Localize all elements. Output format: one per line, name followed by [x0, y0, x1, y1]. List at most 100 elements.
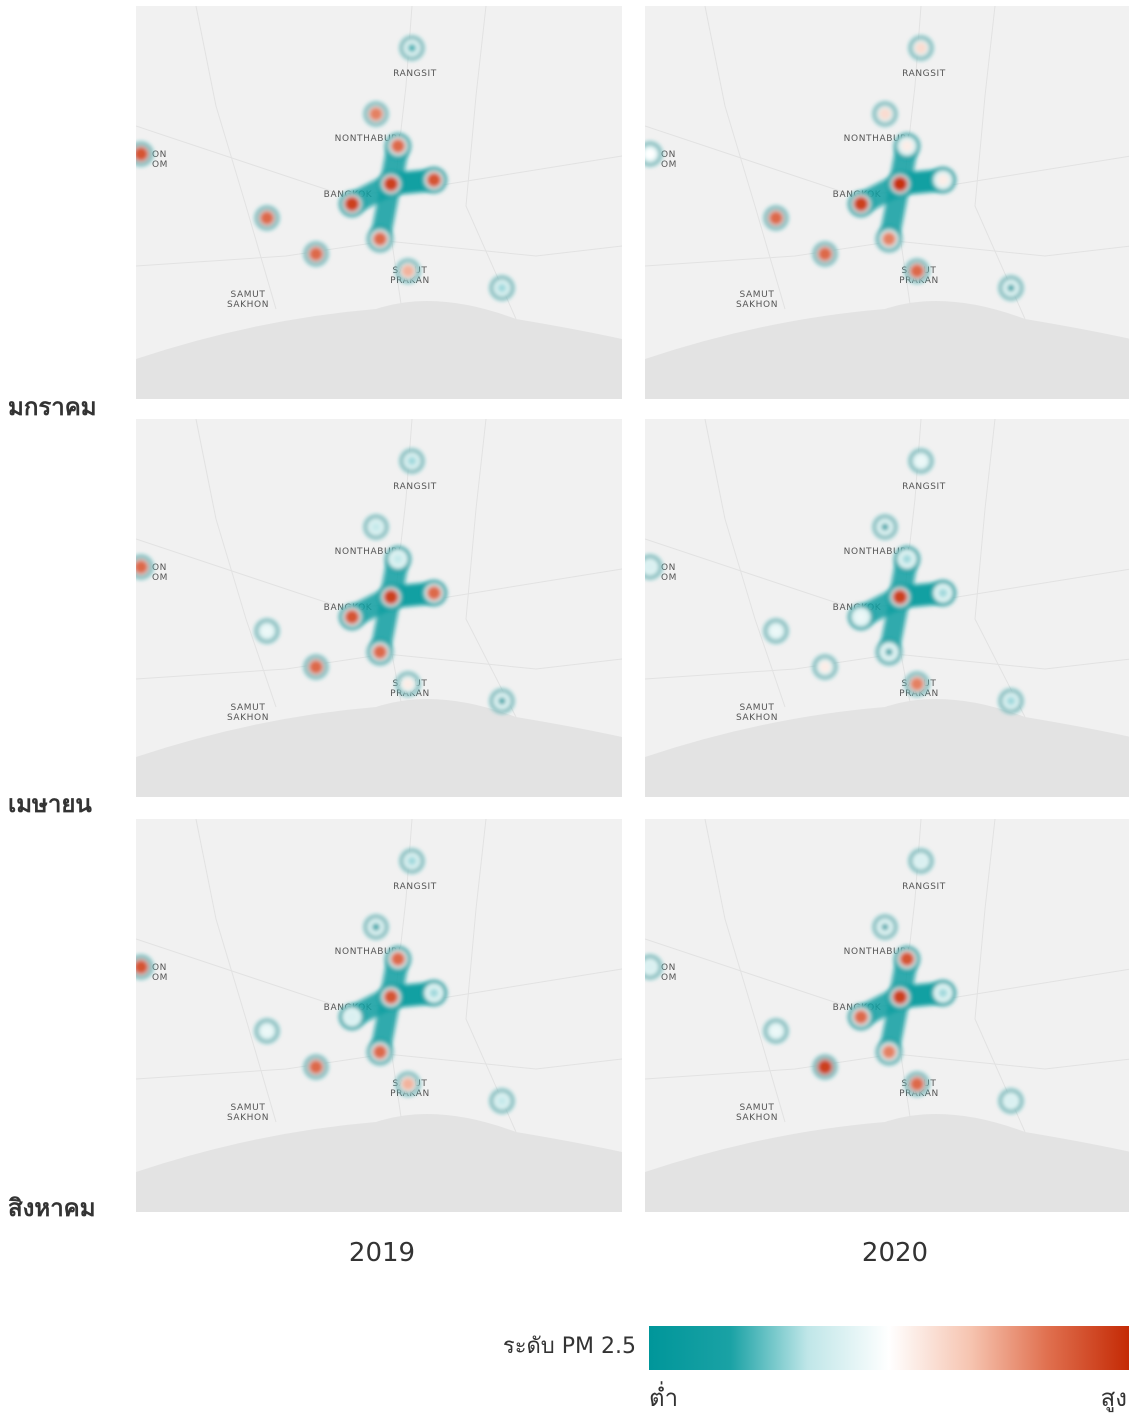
place-label-samut-sakhon-2: SAKHON	[736, 713, 778, 723]
pm25-hotspot-bangkok-west	[848, 1004, 874, 1030]
pm25-hotspot-thonburi-west	[304, 1055, 328, 1079]
gulf-sea-area	[645, 301, 1129, 399]
row-label-january: มกราคม	[8, 393, 97, 421]
pm25-hotspot-thonburi-west	[304, 655, 328, 679]
place-label-nakhon-pathom-1: ON	[152, 563, 167, 573]
pm25-hotspot-bangkok-center	[887, 984, 913, 1010]
place-label-nonthaburi: NONTHABURI	[844, 134, 911, 144]
pm25-hotspot-bangkok-west	[848, 604, 874, 630]
gulf-sea-area	[136, 1114, 622, 1212]
pm25-hotspot-nakhon-pathom	[136, 955, 153, 979]
pm25-hotspot-southeast	[999, 276, 1023, 300]
map-panel-2020-row3: RANGSITNONTHABURIBANGKOKSAMUTPRAKANSAMUT…	[645, 819, 1129, 1212]
row-label-april: เมษายน	[8, 790, 92, 818]
pm25-hotspot-sakhon-north	[255, 1019, 279, 1043]
place-label-nakhon-pathom-1: ON	[152, 963, 167, 973]
pm25-hotspot-rangsit	[400, 449, 424, 473]
pm25-hotspot-southeast	[999, 1089, 1023, 1113]
place-label-samut-sakhon-2: SAKHON	[227, 1113, 269, 1123]
place-label-rangsit: RANGSIT	[902, 69, 946, 79]
pm25-hotspot-bangkok-center	[378, 171, 404, 197]
pm25-hotspot-nakhon-pathom	[136, 555, 153, 579]
pm25-hotspot-samut-prakan	[396, 259, 420, 283]
legend-low-label: ต่ำ	[649, 1384, 679, 1412]
pm25-hotspot-nonthaburi	[385, 546, 411, 572]
heatmap-map: RANGSITNONTHABURIBANGKOKSAMUTPRAKANSAMUT…	[136, 819, 622, 1212]
pm25-hotspot-north-nonthaburi	[873, 102, 897, 126]
heatmap-map: RANGSITNONTHABURIBANGKOKSAMUTPRAKANSAMUT…	[645, 419, 1129, 797]
place-label-samut-sakhon-1: SAMUT	[740, 290, 775, 300]
place-label-nakhon-pathom-2: OM	[152, 160, 168, 170]
map-panel-2020-row2: RANGSITNONTHABURIBANGKOKSAMUTPRAKANSAMUT…	[645, 419, 1129, 797]
pm25-hotspot-sakhon-north	[255, 619, 279, 643]
road-line	[195, 419, 277, 708]
pm25-hotspot-nonthaburi	[894, 946, 920, 972]
road-line	[465, 419, 517, 718]
pm25-hotspot-thonburi-west	[304, 242, 328, 266]
pm25-hotspot-bangkok-west	[339, 1004, 365, 1030]
place-label-rangsit: RANGSIT	[393, 882, 437, 892]
pm25-hotspot-bangkok-west	[339, 604, 365, 630]
row-label-august: สิงหาคม	[8, 1194, 96, 1222]
pm25-hotspot-nonthaburi	[894, 546, 920, 572]
pm25-hotspot-southeast	[490, 1089, 514, 1113]
place-label-samut-sakhon-1: SAMUT	[231, 1103, 266, 1113]
heatmap-map: RANGSITNONTHABURIBANGKOKSAMUTPRAKANSAMUT…	[136, 419, 622, 797]
place-label-nakhon-pathom-1: ON	[661, 963, 676, 973]
place-label-nonthaburi: NONTHABURI	[335, 547, 402, 557]
place-label-nakhon-pathom-1: ON	[152, 150, 167, 160]
place-label-samut-sakhon-2: SAKHON	[736, 300, 778, 310]
heatmap-map: RANGSITNONTHABURIBANGKOKSAMUTPRAKANSAMUT…	[645, 819, 1129, 1212]
heatmap-map: RANGSITNONTHABURIBANGKOKSAMUTPRAKANSAMUT…	[136, 6, 622, 399]
pm25-hotspot-north-nonthaburi	[364, 915, 388, 939]
pm25-hotspot-bangkok-east	[930, 167, 956, 193]
pm25-hotspot-bangkok-center	[887, 584, 913, 610]
pm25-hotspot-bangkok-east	[421, 580, 447, 606]
pm25-hotspot-bangkok-center	[887, 171, 913, 197]
road-line	[974, 419, 1026, 718]
pm25-hotspot-bangkok-east	[930, 980, 956, 1006]
road-line	[974, 6, 1026, 320]
pm25-hotspot-southeast	[490, 689, 514, 713]
place-label-samut-sakhon-2: SAKHON	[736, 1113, 778, 1123]
pm25-hotspot-rangsit	[909, 849, 933, 873]
pm25-hotspot-samut-prakan	[905, 672, 929, 696]
pm25-hotspot-nonthaburi	[894, 133, 920, 159]
pm25-hotspot-bangkok-south	[876, 639, 902, 665]
gulf-sea-area	[645, 1114, 1129, 1212]
place-label-nonthaburi: NONTHABURI	[844, 547, 911, 557]
pm25-hotspot-bangkok-west	[848, 191, 874, 217]
column-label-2020: 2020	[861, 1238, 929, 1268]
place-label-nonthaburi: NONTHABURI	[335, 947, 402, 957]
gulf-sea-area	[136, 301, 622, 399]
pm25-hotspot-bangkok-south	[876, 226, 902, 252]
pm25-hotspot-rangsit	[909, 36, 933, 60]
pm25-hotspot-thonburi-west	[813, 655, 837, 679]
pm25-hotspot-north-nonthaburi	[364, 102, 388, 126]
place-label-nakhon-pathom-2: OM	[661, 973, 677, 983]
legend-high-label: สูง	[1100, 1384, 1127, 1412]
road-line	[704, 419, 786, 708]
pm25-hotspot-nakhon-pathom	[136, 142, 153, 166]
place-label-samut-sakhon-1: SAMUT	[740, 703, 775, 713]
place-label-nakhon-pathom-2: OM	[661, 160, 677, 170]
place-label-nonthaburi: NONTHABURI	[335, 134, 402, 144]
pm25-hotspot-sakhon-north	[255, 206, 279, 230]
pm25-hotspot-north-nonthaburi	[364, 515, 388, 539]
pm25-hotspot-bangkok-center	[378, 984, 404, 1010]
pm25-hotspot-sakhon-north	[764, 206, 788, 230]
pm25-hotspot-thonburi-west	[813, 1055, 837, 1079]
pm25-hotspot-bangkok-south	[367, 1039, 393, 1065]
pm25-hotspot-southeast	[999, 689, 1023, 713]
pm25-hotspot-thonburi-west	[813, 242, 837, 266]
pm25-hotspot-nonthaburi	[385, 133, 411, 159]
map-panel-2020-row1: RANGSITNONTHABURIBANGKOKSAMUTPRAKANSAMUT…	[645, 6, 1129, 399]
pm25-hotspot-bangkok-south	[367, 639, 393, 665]
pm25-hotspot-bangkok-east	[930, 580, 956, 606]
place-label-samut-sakhon-1: SAMUT	[231, 290, 266, 300]
pm25-hotspot-nonthaburi	[385, 946, 411, 972]
pm25-hotspot-sakhon-north	[764, 1019, 788, 1043]
place-label-nakhon-pathom-2: OM	[661, 573, 677, 583]
pm25-hotspot-nakhon-pathom	[645, 555, 662, 579]
pm25-hotspot-north-nonthaburi	[873, 915, 897, 939]
